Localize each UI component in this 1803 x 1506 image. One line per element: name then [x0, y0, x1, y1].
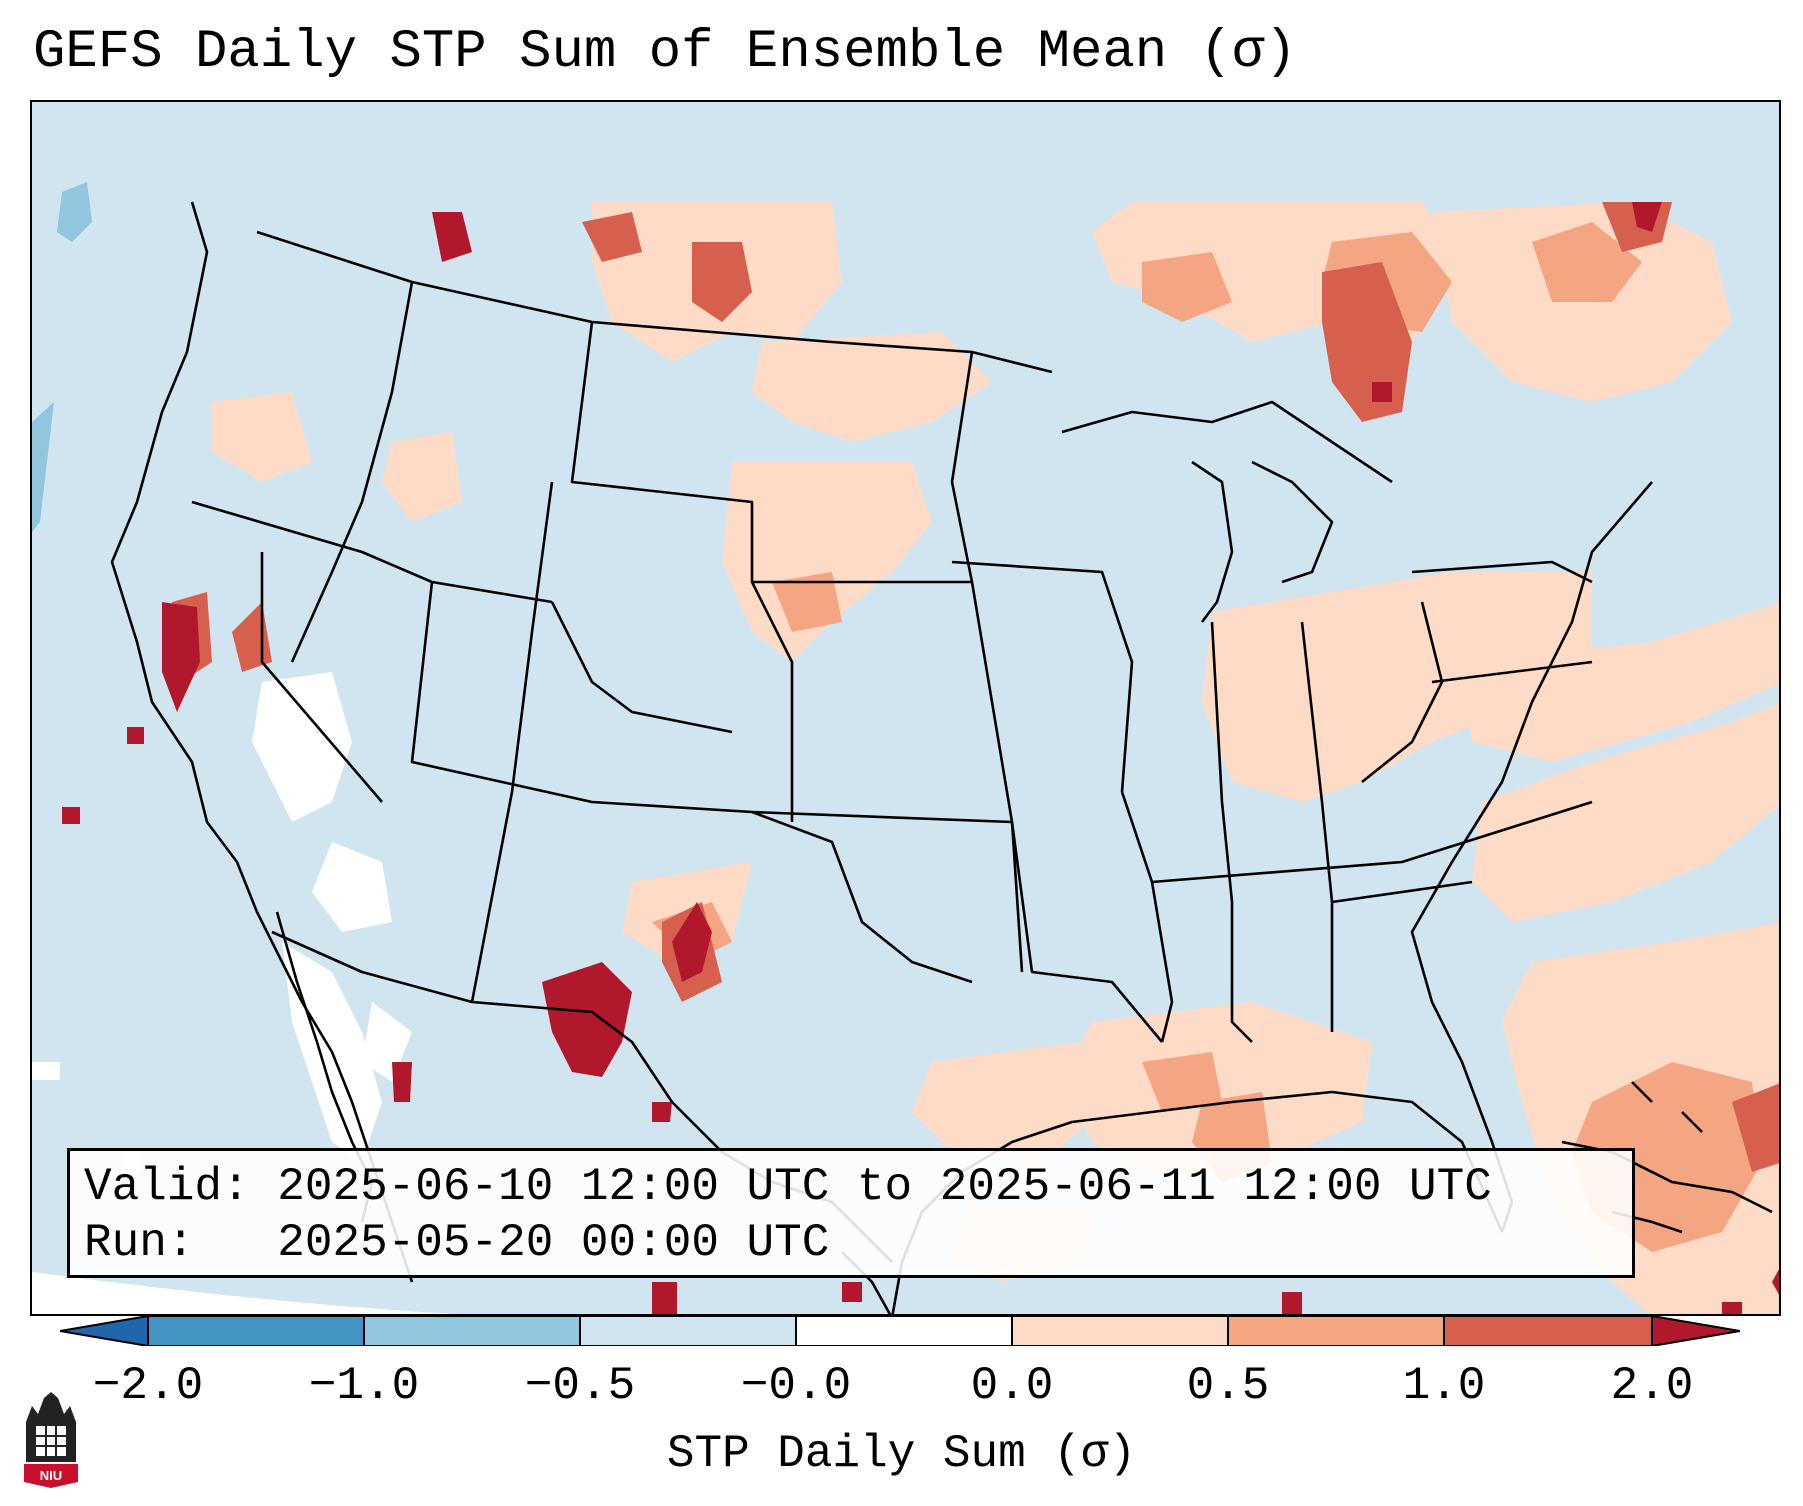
anomaly-layer-over-2.0 — [62, 202, 1779, 1314]
colorbar-tick-label: 2.0 — [1610, 1360, 1694, 1412]
colorbar-bin — [1444, 1316, 1652, 1346]
colorbar-bin — [580, 1316, 796, 1346]
negative-anomaly-patch — [57, 182, 92, 242]
colorbar-bin — [796, 1316, 1012, 1346]
valid-value: 2025-06-10 12:00 UTC to 2025-06-11 12:00… — [277, 1161, 1492, 1213]
outside-domain-area — [32, 1272, 457, 1314]
run-row: Run: 2025-05-20 00:00 UTC — [84, 1215, 1618, 1271]
map-title: GEFS Daily STP Sum of Ensemble Mean (σ) — [33, 22, 1297, 83]
colorbar-tick-label: 0.0 — [970, 1360, 1054, 1412]
colorbar-bin — [1228, 1316, 1444, 1346]
colorbar-tick-label: −0.5 — [524, 1360, 636, 1412]
colorbar-tick-label: 0.5 — [1186, 1360, 1270, 1412]
colorbar-tick-label: −1.0 — [308, 1360, 420, 1412]
run-label: Run: — [84, 1217, 195, 1269]
map-canvas — [32, 182, 1779, 1314]
colorbar-tick-label: 1.0 — [1402, 1360, 1486, 1412]
map-panel — [30, 100, 1781, 1316]
university-building-icon: NIU — [24, 1392, 78, 1488]
colorbar-bin — [148, 1316, 364, 1346]
logo-text: NIU — [40, 1468, 62, 1483]
colorbar-under-arrow — [60, 1316, 148, 1346]
colorbar-over-arrow — [1652, 1316, 1740, 1346]
run-value: 2025-05-20 00:00 UTC — [277, 1217, 830, 1269]
valid-time-info-box: Valid: 2025-06-10 12:00 UTC to 2025-06-1… — [67, 1148, 1635, 1278]
negative-anomaly-patch — [32, 402, 54, 532]
valid-label: Valid: — [84, 1161, 250, 1213]
near-zero-areas — [32, 672, 412, 1170]
colorbar — [60, 1316, 1740, 1346]
colorbar-bin — [1012, 1316, 1228, 1346]
colorbar-tick-label: −0.0 — [740, 1360, 852, 1412]
colorbar-tick-label: −2.0 — [92, 1360, 204, 1412]
colorbar-bin — [364, 1316, 580, 1346]
valid-row: Valid: 2025-06-10 12:00 UTC to 2025-06-1… — [84, 1159, 1618, 1215]
colorbar-label: STP Daily Sum (σ) — [666, 1428, 1137, 1480]
